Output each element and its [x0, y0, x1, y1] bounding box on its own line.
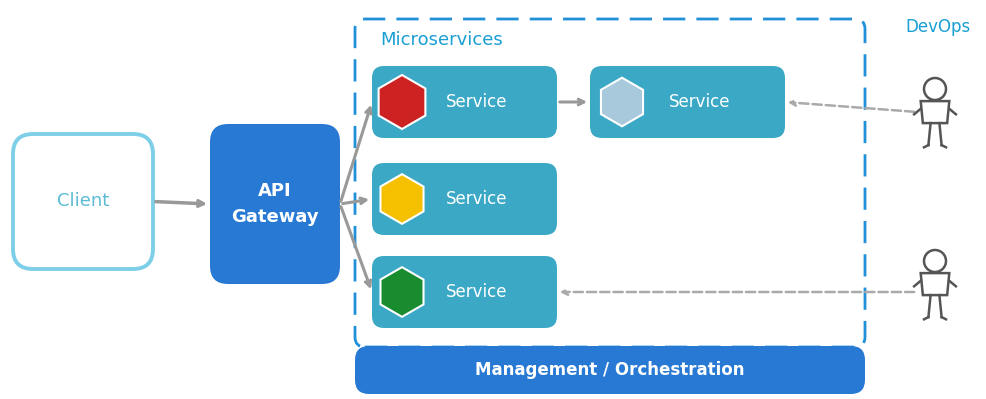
Polygon shape	[380, 267, 423, 317]
Text: Service: Service	[669, 93, 730, 111]
FancyBboxPatch shape	[13, 134, 153, 269]
Text: Microservices: Microservices	[380, 31, 502, 49]
Text: Management / Orchestration: Management / Orchestration	[475, 361, 744, 379]
FancyBboxPatch shape	[372, 66, 556, 138]
Text: Service: Service	[446, 93, 507, 111]
FancyBboxPatch shape	[355, 346, 864, 394]
Polygon shape	[600, 78, 643, 126]
FancyBboxPatch shape	[590, 66, 784, 138]
Text: Service: Service	[446, 190, 507, 208]
Text: DevOps: DevOps	[904, 18, 969, 36]
Text: Service: Service	[446, 283, 507, 301]
FancyBboxPatch shape	[210, 124, 339, 284]
FancyBboxPatch shape	[372, 163, 556, 235]
Polygon shape	[379, 75, 425, 129]
Text: API
Gateway: API Gateway	[231, 182, 318, 225]
FancyBboxPatch shape	[372, 256, 556, 328]
Text: Client: Client	[57, 192, 109, 211]
Polygon shape	[380, 174, 423, 224]
